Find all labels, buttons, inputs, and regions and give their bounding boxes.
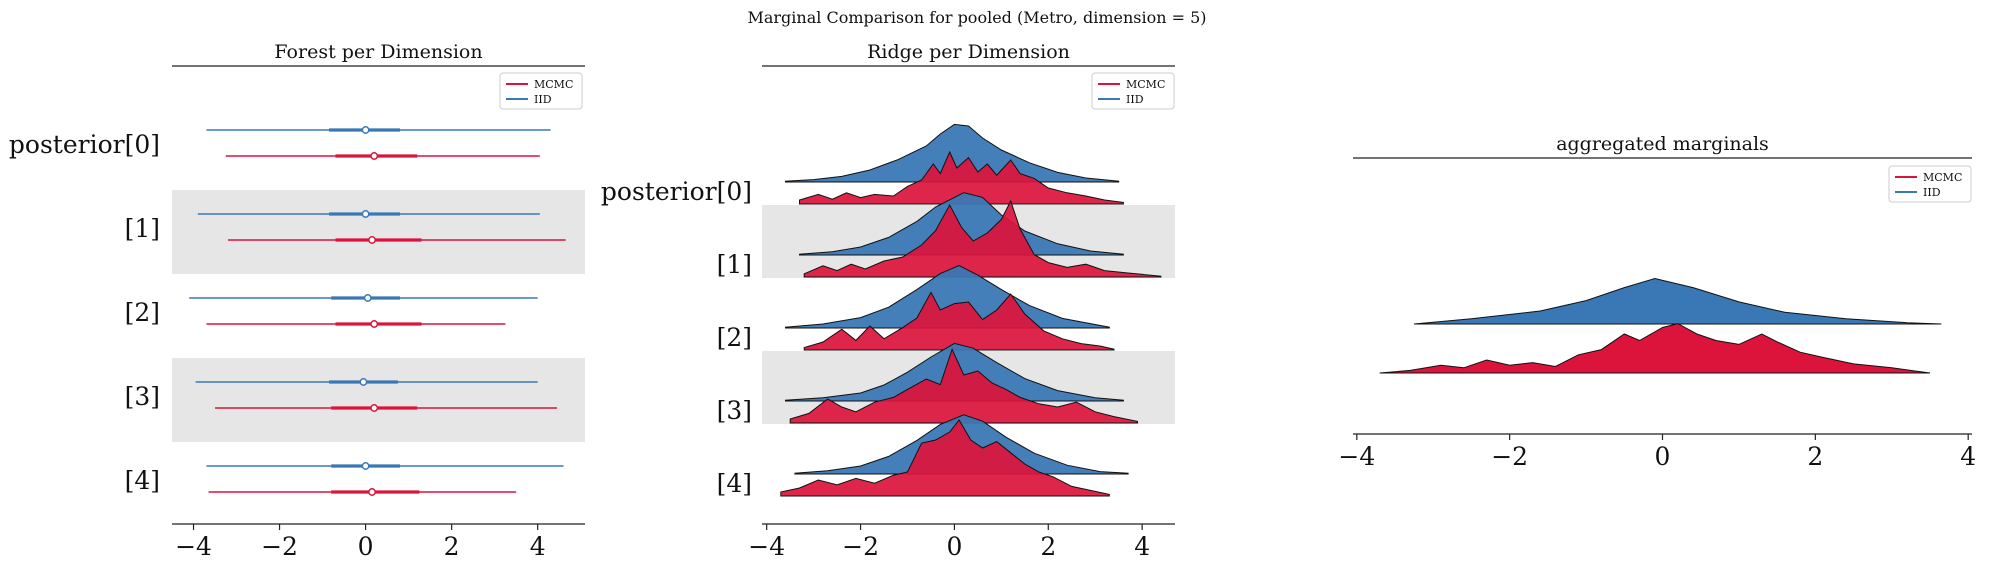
x-tick-label: 2 bbox=[1040, 532, 1056, 561]
row-label: [2] bbox=[125, 298, 160, 327]
x-axis-panel-1: −4 −2 0 2 4 bbox=[748, 523, 1175, 561]
row-label: posterior[0] bbox=[601, 177, 752, 206]
x-tick-label: 2 bbox=[444, 532, 460, 561]
row-label: [1] bbox=[717, 250, 752, 279]
x-tick-label: 4 bbox=[530, 532, 546, 561]
forest-interval-mcmc bbox=[206, 320, 506, 328]
ridge-density-mcmc bbox=[789, 348, 1138, 424]
x-tick-label: 4 bbox=[1960, 442, 1976, 471]
panel-title: aggregated marginals bbox=[1556, 133, 1769, 155]
forest-interval-iid bbox=[206, 462, 564, 470]
forest-interval-iid bbox=[206, 126, 551, 134]
median-point bbox=[361, 126, 370, 134]
x-tick-label: 2 bbox=[1807, 442, 1823, 471]
row-band bbox=[172, 358, 585, 442]
x-tick-label: −2 bbox=[261, 532, 298, 561]
median-point bbox=[368, 488, 376, 496]
row-band bbox=[172, 190, 585, 274]
legend-panel-0: MCMC IID bbox=[499, 72, 583, 110]
row-label: [1] bbox=[125, 214, 160, 243]
legend-label-mcmc: MCMC bbox=[534, 78, 573, 91]
median-point bbox=[363, 294, 372, 302]
row-label: [3] bbox=[717, 396, 752, 425]
row-label: posterior[0] bbox=[9, 130, 160, 159]
x-tick-label: −4 bbox=[748, 532, 785, 561]
ridge-density-mcmc bbox=[780, 419, 1110, 497]
median-point bbox=[361, 462, 370, 470]
x-tick-label: 4 bbox=[1134, 532, 1150, 561]
ridge-density-iid bbox=[785, 123, 1120, 183]
forest-interval-mcmc bbox=[225, 152, 540, 160]
legend-label-iid: IID bbox=[534, 93, 552, 106]
forest-interval-iid bbox=[197, 210, 540, 218]
row-label: [4] bbox=[717, 469, 752, 498]
median-point bbox=[370, 152, 379, 160]
median-point bbox=[368, 236, 376, 244]
legend-panel-1: MCMC IID bbox=[1091, 72, 1175, 110]
forest-interval-mcmc bbox=[208, 488, 517, 496]
panel-title: Ridge per Dimension bbox=[867, 41, 1070, 63]
ridge-density-mcmc bbox=[803, 199, 1162, 278]
x-tick-label: 0 bbox=[1655, 442, 1671, 471]
forest-interval-mcmc bbox=[227, 236, 566, 244]
aggregate-density-mcmc bbox=[1379, 323, 1931, 374]
x-axis-panel-0: −4 −2 0 2 4 bbox=[172, 523, 585, 561]
ridge-density-mcmc bbox=[799, 150, 1124, 205]
legend-label-mcmc: MCMC bbox=[1923, 171, 1962, 184]
forest-interval-mcmc bbox=[215, 404, 558, 412]
legend-label-iid: IID bbox=[1126, 93, 1144, 106]
aggregate-density-iid bbox=[1414, 277, 1942, 325]
row-label: [2] bbox=[717, 323, 752, 352]
median-point bbox=[359, 378, 368, 386]
figure-suptitle: Marginal Comparison for pooled (Metro, d… bbox=[747, 8, 1206, 27]
row-label: [4] bbox=[125, 466, 160, 495]
x-tick-label: −4 bbox=[1338, 442, 1375, 471]
x-tick-label: 0 bbox=[946, 532, 962, 561]
median-point bbox=[370, 404, 379, 412]
row-label: [3] bbox=[125, 382, 160, 411]
ridge-density-mcmc bbox=[803, 291, 1115, 351]
median-point bbox=[370, 320, 379, 328]
forest-interval-iid bbox=[195, 378, 538, 386]
x-tick-label: −2 bbox=[1491, 442, 1528, 471]
legend-panel-2: MCMC IID bbox=[1888, 165, 1972, 203]
panel-title: Forest per Dimension bbox=[274, 41, 482, 63]
x-axis-panel-2: −4 −2 0 2 4 bbox=[1338, 433, 1976, 471]
forest-interval-iid bbox=[189, 294, 538, 302]
x-tick-label: −2 bbox=[842, 532, 879, 561]
ridge-density-iid bbox=[799, 192, 1124, 256]
ridge-density-iid bbox=[785, 265, 1110, 329]
median-point bbox=[361, 210, 370, 218]
x-tick-label: −4 bbox=[175, 532, 212, 561]
legend-label-mcmc: MCMC bbox=[1126, 78, 1165, 91]
x-tick-label: 0 bbox=[358, 532, 374, 561]
legend-label-iid: IID bbox=[1923, 186, 1941, 199]
